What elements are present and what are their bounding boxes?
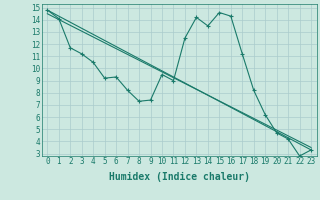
X-axis label: Humidex (Indice chaleur): Humidex (Indice chaleur) bbox=[109, 172, 250, 182]
